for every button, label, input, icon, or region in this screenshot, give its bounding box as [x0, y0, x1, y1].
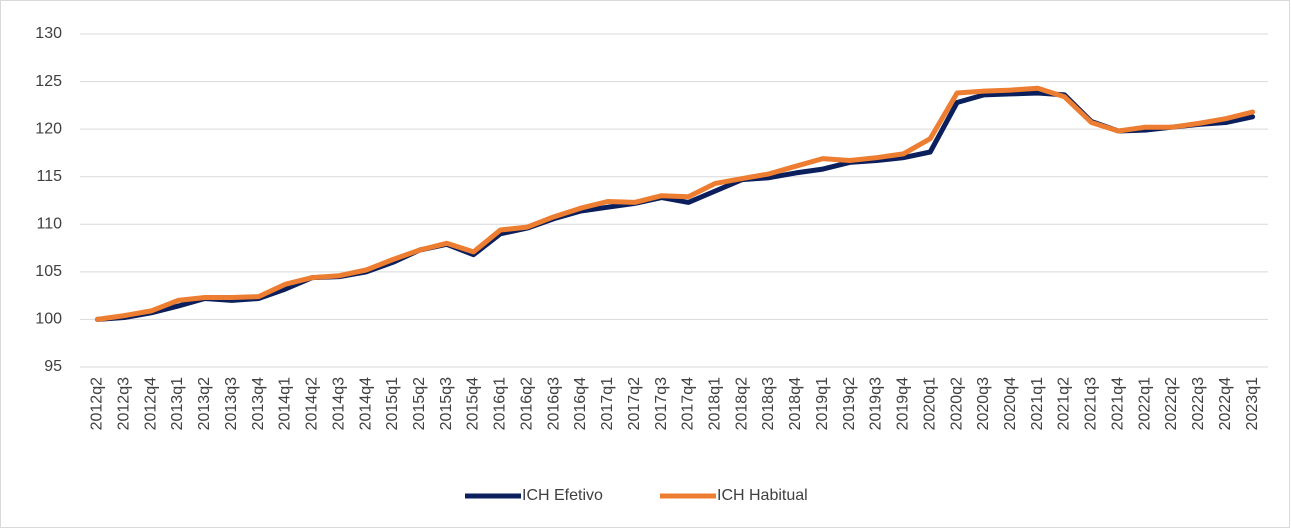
x-tick-label: 2013q4	[250, 377, 267, 430]
x-tick-label: 2020q2	[948, 377, 965, 430]
x-tick-label: 2013q2	[196, 377, 213, 430]
x-tick-label: 2014q4	[357, 377, 374, 430]
x-tick-label: 2018q4	[787, 377, 804, 430]
x-tick-label: 2014q1	[277, 377, 294, 430]
y-tick-label: 95	[44, 358, 62, 375]
x-tick-label: 2022q4	[1217, 377, 1234, 430]
x-tick-label: 2020q4	[1002, 377, 1019, 430]
x-tick-label: 2014q2	[304, 377, 321, 430]
x-tick-label: 2021q4	[1109, 377, 1126, 430]
x-tick-label: 2022q1	[1136, 377, 1153, 430]
x-tick-label: 2013q3	[223, 377, 240, 430]
x-tick-label: 2023q1	[1244, 377, 1261, 430]
x-tick-label: 2019q1	[814, 377, 831, 430]
x-tick-label: 2017q1	[599, 377, 616, 430]
x-tick-label: 2022q3	[1190, 377, 1207, 430]
y-tick-label: 120	[35, 120, 62, 137]
x-tick-label: 2016q1	[492, 377, 509, 430]
x-tick-label: 2012q3	[116, 377, 133, 430]
x-tick-label: 2015q1	[384, 377, 401, 430]
x-tick-label: 2012q4	[142, 377, 159, 430]
x-tick-label: 2017q4	[680, 377, 697, 430]
x-tick-label: 2013q1	[169, 377, 186, 430]
x-tick-label: 2021q2	[1056, 377, 1073, 430]
x-tick-label: 2020q1	[921, 377, 938, 430]
x-tick-label: 2018q1	[707, 377, 724, 430]
x-tick-label: 2015q4	[465, 377, 482, 430]
x-tick-label: 2021q1	[1029, 377, 1046, 430]
x-tick-label: 2020q3	[975, 377, 992, 430]
x-tick-label: 2016q4	[572, 377, 589, 430]
x-tick-label: 2019q2	[841, 377, 858, 430]
x-tick-label: 2022q2	[1163, 377, 1180, 430]
x-tick-label: 2017q2	[626, 377, 643, 430]
x-tick-label: 2019q4	[895, 377, 912, 430]
x-tick-label: 2012q2	[89, 377, 106, 430]
x-tick-label: 2016q3	[545, 377, 562, 430]
y-tick-label: 130	[35, 25, 62, 42]
x-tick-label: 2019q3	[868, 377, 885, 430]
y-tick-label: 115	[36, 168, 62, 185]
legend-label: ICH Efetivo	[522, 487, 603, 504]
x-tick-label: 2018q3	[760, 377, 777, 430]
y-tick-label: 125	[35, 73, 62, 90]
x-tick-label: 2018q2	[733, 377, 750, 430]
x-tick-label: 2016q2	[518, 377, 535, 430]
series-line	[94, 85, 1256, 322]
x-tick-label: 2014q3	[330, 377, 347, 430]
legend-label: ICH Habitual	[717, 487, 808, 504]
x-tick-label: 2021q3	[1083, 377, 1100, 430]
x-tick-label: 2017q3	[653, 377, 670, 430]
y-tick-label: 110	[36, 216, 62, 233]
x-tick-label: 2015q2	[411, 377, 428, 430]
x-tick-label: 2015q3	[438, 377, 455, 430]
y-tick-label: 105	[35, 263, 62, 280]
y-tick-label: 100	[35, 311, 62, 328]
